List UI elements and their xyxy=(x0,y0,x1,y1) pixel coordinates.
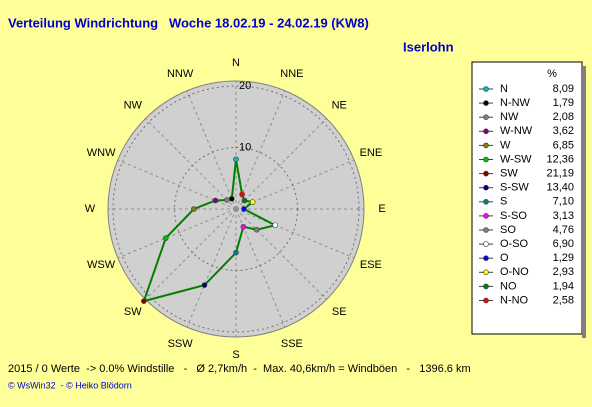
legend-shadow xyxy=(582,66,586,338)
direction-label: SSW xyxy=(168,338,194,350)
legend-value: 1,29 xyxy=(553,252,574,264)
legend-label: W-NW xyxy=(500,125,533,137)
grid-ring xyxy=(112,85,360,333)
wind-point xyxy=(249,199,256,205)
legend-value: 2,08 xyxy=(553,111,574,123)
wind-point xyxy=(212,197,219,204)
legend-label: W xyxy=(500,139,511,151)
legend-label: NO xyxy=(500,280,517,292)
wind-point xyxy=(241,197,248,204)
wind-point xyxy=(224,197,230,203)
legend-label: O-SO xyxy=(500,238,529,250)
direction-label: SW xyxy=(124,306,142,318)
legend-swatch xyxy=(483,199,489,205)
legend-value: 4,76 xyxy=(553,224,574,236)
direction-label: WNW xyxy=(87,147,116,159)
legend-box xyxy=(471,61,583,335)
direction-label: NE xyxy=(332,100,347,112)
direction-label: WSW xyxy=(87,259,116,271)
wind-point xyxy=(253,226,260,233)
legend-swatch xyxy=(483,156,489,163)
legend-label: S xyxy=(500,196,507,208)
direction-label: N xyxy=(232,57,240,69)
legend-swatch xyxy=(483,283,489,290)
legend-label: N-NO xyxy=(500,294,529,306)
wind-point xyxy=(162,235,169,241)
legend-swatch xyxy=(483,86,489,92)
legend-label: N-NW xyxy=(500,97,531,109)
wind-point xyxy=(191,206,197,212)
legend-swatch xyxy=(483,213,489,219)
legend-label: W-SW xyxy=(500,153,532,165)
legend-value: 21,19 xyxy=(546,168,574,180)
direction-label: S xyxy=(232,349,239,361)
legend-label: O xyxy=(500,252,509,264)
location: Iserlohn xyxy=(403,39,454,54)
direction-label: NW xyxy=(124,100,143,112)
legend-swatch xyxy=(483,227,489,233)
legend-label: NW xyxy=(500,111,519,123)
wind-point xyxy=(141,298,147,304)
legend-value: 3,62 xyxy=(553,125,574,137)
direction-label: ESE xyxy=(360,259,382,271)
legend-value: 2,93 xyxy=(553,266,574,278)
wind-point xyxy=(240,223,247,230)
direction-label: ENE xyxy=(360,147,383,159)
legend-swatch xyxy=(483,114,489,120)
wind-point xyxy=(272,222,279,229)
credit: © WsWin32 - © Heiko Blödorn xyxy=(8,380,132,390)
legend-value: 3,13 xyxy=(553,210,574,222)
legend-label: SW xyxy=(500,168,518,180)
legend-label: SO xyxy=(500,224,516,236)
wind-point xyxy=(239,191,245,198)
chart-title: Verteilung Windrichtung Woche 18.02.19 -… xyxy=(8,15,369,30)
legend-value: 12,36 xyxy=(546,153,574,165)
footer: 2015 / 0 Werte -> 0.0% Windstille - Ø 2,… xyxy=(8,363,471,375)
direction-label: SE xyxy=(332,306,347,318)
legend-value: 1,79 xyxy=(553,97,574,109)
legend-swatch xyxy=(483,142,489,149)
legend-swatch xyxy=(483,170,489,177)
direction-label: NNW xyxy=(167,68,194,80)
legend-value: 13,40 xyxy=(546,182,574,194)
legend-value: 8,09 xyxy=(553,83,574,95)
legend-swatch xyxy=(483,100,489,106)
wind-point xyxy=(233,156,239,163)
legend-label: O-NO xyxy=(500,266,529,278)
legend-swatch xyxy=(483,297,489,304)
grid-ring xyxy=(174,147,298,271)
legend-value: 2,58 xyxy=(553,294,574,306)
wind-point xyxy=(201,282,208,288)
legend-swatch xyxy=(483,128,489,135)
legend-value: 7,10 xyxy=(553,196,574,208)
legend-swatch xyxy=(483,184,489,191)
legend-value: 1,94 xyxy=(553,280,574,292)
direction-label: SSE xyxy=(281,338,303,350)
legend-swatch xyxy=(483,255,489,262)
legend-title: % xyxy=(547,68,557,80)
wind-point xyxy=(228,196,235,202)
r-tick-label: 10 xyxy=(239,141,251,153)
wind-point xyxy=(241,206,247,212)
wind-point xyxy=(233,249,239,256)
direction-label: NNE xyxy=(280,68,303,80)
r-tick-label: 20 xyxy=(239,80,251,92)
legend-label: S-SW xyxy=(500,182,529,194)
legend-swatch xyxy=(483,241,489,247)
legend-label: S-SO xyxy=(500,210,527,222)
direction-label: W xyxy=(85,203,96,215)
direction-label: E xyxy=(378,203,385,215)
legend-value: 6,85 xyxy=(553,139,574,151)
legend-label: N xyxy=(500,83,508,95)
legend-swatch xyxy=(483,269,489,276)
legend-value: 6,90 xyxy=(553,238,574,250)
